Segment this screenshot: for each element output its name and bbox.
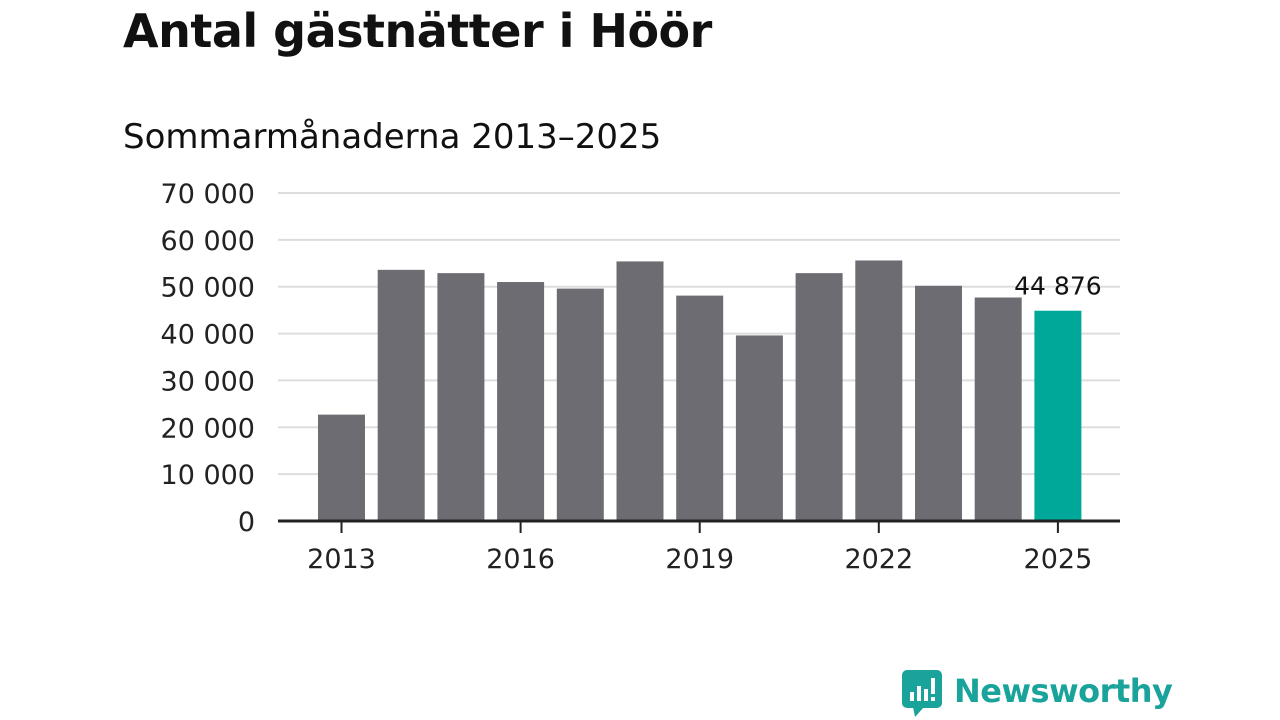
- highlight-bar: [1034, 310, 1082, 521]
- bar: [318, 414, 365, 521]
- bar: [556, 288, 604, 521]
- newsworthy-logo-icon: [902, 670, 942, 717]
- y-tick-label: 40 000: [161, 320, 255, 351]
- bar-chart: 0 10 000 20 000 30 000 40 000 50 000 60 000 70 …: [161, 179, 1120, 575]
- newsworthy-logo-text: Newsworthy: [954, 672, 1173, 710]
- y-tick-label: 70 000: [161, 179, 255, 210]
- x-tick-label: 2022: [844, 544, 913, 575]
- x-tick-label: 2013: [307, 544, 376, 575]
- y-tick-label: 50 000: [161, 273, 255, 304]
- bar: [855, 260, 903, 521]
- y-tick-label: 10 000: [161, 460, 255, 491]
- x-tick-label: 2025: [1024, 544, 1093, 575]
- bar: [437, 273, 485, 521]
- chart-title: Antal gästnätter i Höör: [123, 4, 712, 58]
- bar: [915, 285, 962, 521]
- y-tick-label: 20 000: [161, 413, 255, 444]
- bar: [795, 273, 843, 521]
- chart-subtitle: Sommarmånaderna 2013–2025: [123, 117, 662, 157]
- y-tick-label: 60 000: [161, 226, 255, 257]
- bar: [676, 295, 724, 521]
- bar: [616, 261, 664, 521]
- x-tick-label: 2016: [486, 544, 555, 575]
- x-tick-label: 2019: [665, 544, 734, 575]
- newsworthy-logo: Newsworthy: [902, 670, 1173, 720]
- bar: [377, 269, 425, 521]
- y-tick-label: 0: [238, 507, 255, 538]
- bar: [497, 282, 545, 521]
- y-tick-label: 30 000: [161, 366, 255, 397]
- bar: [735, 335, 783, 521]
- data-label: 44 876: [1014, 272, 1101, 301]
- bar: [974, 297, 1022, 521]
